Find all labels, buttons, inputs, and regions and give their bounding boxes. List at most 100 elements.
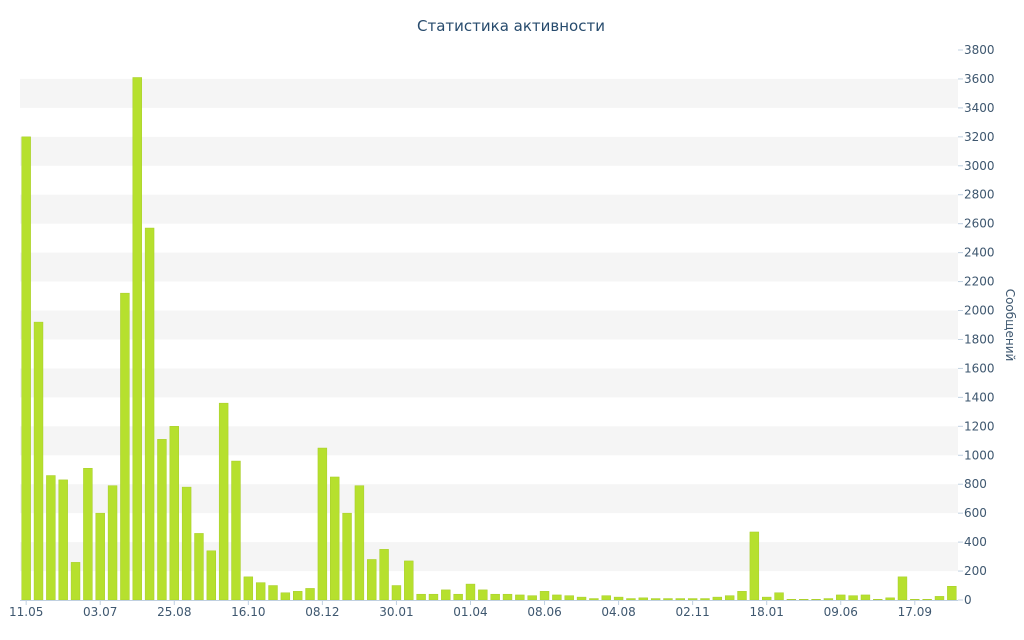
bar bbox=[613, 596, 624, 601]
bar bbox=[268, 585, 278, 601]
x-tick-label: 08.06 bbox=[527, 605, 561, 619]
bar bbox=[650, 598, 661, 601]
bar bbox=[786, 599, 797, 601]
bar bbox=[552, 594, 562, 601]
bar bbox=[724, 595, 735, 601]
bar bbox=[873, 599, 883, 601]
y-tick-label: 2400 bbox=[964, 246, 995, 260]
x-tick-label: 11.05 bbox=[9, 605, 43, 619]
bar bbox=[453, 593, 463, 601]
y-tick-label: 1000 bbox=[964, 448, 995, 462]
bar bbox=[317, 447, 328, 601]
bar bbox=[206, 550, 217, 601]
bar bbox=[46, 475, 56, 601]
bar bbox=[354, 485, 365, 601]
y-tick-label: 2800 bbox=[964, 188, 995, 202]
bar bbox=[626, 598, 636, 601]
bar bbox=[428, 593, 439, 601]
x-tick-label: 03.07 bbox=[83, 605, 117, 619]
bar bbox=[255, 582, 266, 601]
x-tick-label: 25.08 bbox=[157, 605, 191, 619]
bar bbox=[83, 468, 93, 601]
grid-band bbox=[20, 310, 958, 340]
grid-band bbox=[20, 252, 958, 282]
x-tick-label: 02.11 bbox=[675, 605, 709, 619]
grid-band bbox=[20, 368, 958, 398]
bar bbox=[934, 596, 945, 601]
y-tick-label: 800 bbox=[964, 477, 987, 491]
y-tick-label: 3600 bbox=[964, 72, 995, 86]
bar bbox=[527, 595, 537, 601]
bar bbox=[922, 599, 932, 601]
bars bbox=[21, 77, 957, 601]
x-tick-label: 01.04 bbox=[453, 605, 487, 619]
y-tick-label: 400 bbox=[964, 535, 987, 549]
bar bbox=[293, 591, 303, 601]
y-tick-label: 2000 bbox=[964, 304, 995, 318]
y-tick-label: 600 bbox=[964, 506, 987, 520]
bar bbox=[737, 591, 747, 601]
bar bbox=[836, 594, 846, 601]
grid-band bbox=[20, 194, 958, 224]
bar bbox=[58, 479, 68, 601]
bar bbox=[144, 227, 155, 601]
bar bbox=[589, 598, 599, 601]
y-tick-label: 1600 bbox=[964, 361, 995, 375]
bar bbox=[330, 476, 340, 601]
bar bbox=[21, 136, 31, 601]
y-tick-label: 0 bbox=[964, 593, 972, 607]
bar bbox=[910, 599, 920, 601]
bar bbox=[848, 595, 858, 601]
y-tick-label: 3000 bbox=[964, 159, 995, 173]
x-tick-label: 30.01 bbox=[379, 605, 413, 619]
chart-title: Статистика активности bbox=[417, 17, 605, 35]
grid-band bbox=[20, 78, 958, 108]
bar bbox=[947, 586, 957, 601]
bar bbox=[663, 598, 673, 601]
bar bbox=[885, 597, 895, 601]
grid-bands bbox=[20, 78, 958, 572]
bar bbox=[107, 485, 118, 601]
x-tick-label: 16.10 bbox=[231, 605, 265, 619]
x-tick-label: 17.09 bbox=[898, 605, 932, 619]
bar bbox=[576, 596, 587, 601]
bar bbox=[700, 598, 710, 601]
bar bbox=[762, 596, 772, 601]
bar bbox=[811, 599, 821, 601]
y-tick-label: 2600 bbox=[964, 217, 995, 231]
y-axis-label: Сообщений bbox=[1003, 289, 1017, 362]
bar bbox=[379, 549, 389, 601]
bar bbox=[897, 576, 908, 601]
bar bbox=[342, 512, 352, 601]
bar bbox=[231, 460, 241, 601]
bar bbox=[860, 594, 871, 601]
bar bbox=[675, 598, 685, 601]
bar bbox=[157, 439, 167, 601]
y-tick-label: 3200 bbox=[964, 130, 995, 144]
y-tick-label: 3400 bbox=[964, 101, 995, 115]
y-tick-label: 2200 bbox=[964, 275, 995, 289]
bar bbox=[712, 596, 723, 601]
y-tick-label: 3800 bbox=[964, 43, 995, 57]
y-tick-label: 1400 bbox=[964, 390, 995, 404]
bar bbox=[404, 560, 414, 601]
y-axis-ticks: 0 200 400 600 800 1000 1200 1400 1600 1800 2000 220… bbox=[958, 43, 995, 607]
bar bbox=[243, 576, 254, 601]
x-tick-label: 09.06 bbox=[824, 605, 858, 619]
bar bbox=[70, 562, 81, 601]
bar bbox=[465, 583, 476, 601]
bar bbox=[280, 592, 291, 601]
bar bbox=[478, 589, 488, 601]
bar bbox=[391, 585, 402, 601]
bar bbox=[194, 533, 204, 601]
bar bbox=[823, 598, 834, 601]
x-tick-label: 08.12 bbox=[305, 605, 339, 619]
y-tick-label: 1800 bbox=[964, 332, 995, 346]
bar bbox=[515, 594, 525, 601]
bar bbox=[416, 593, 426, 601]
bar bbox=[539, 591, 550, 601]
x-tick-label: 18.01 bbox=[750, 605, 784, 619]
bar bbox=[305, 588, 315, 601]
bar bbox=[564, 595, 574, 601]
bar bbox=[490, 593, 500, 601]
